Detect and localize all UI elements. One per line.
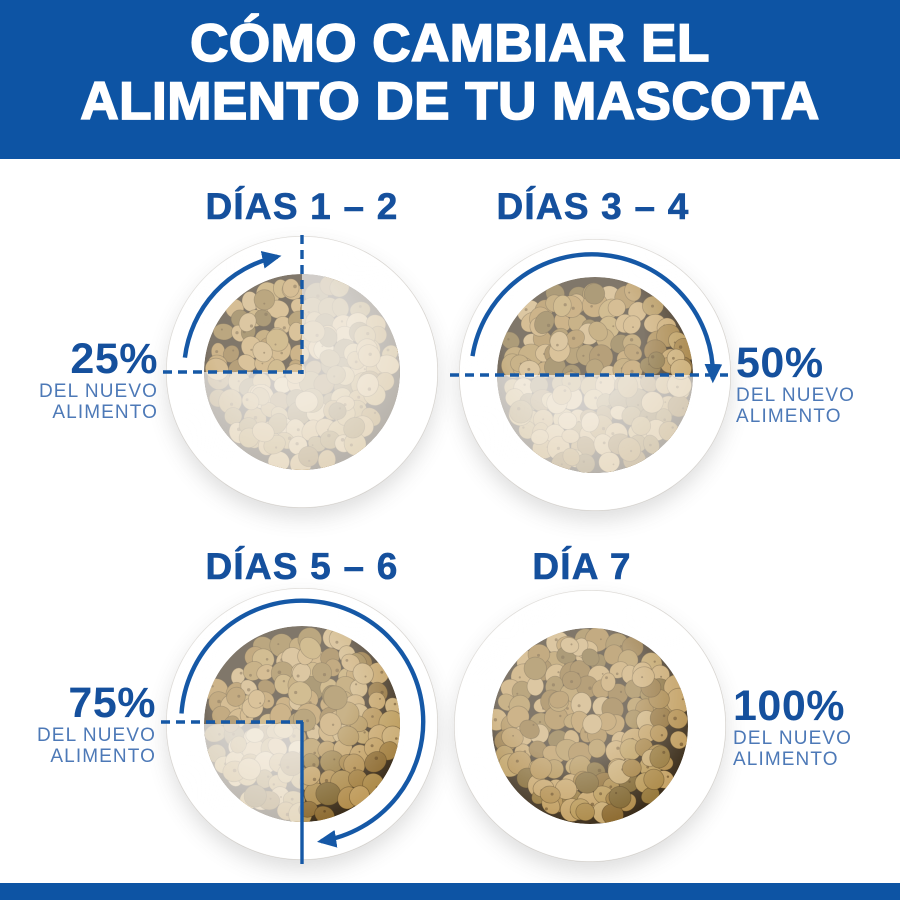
step-3-title: DÍAS 5 – 6 [205,546,399,588]
percent-value: 50% [736,339,824,387]
step-1-title: DÍAS 1 – 2 [205,186,399,228]
caption-line1: DEL NUEVO [736,385,856,406]
step-4-title: DÍA 7 [532,546,632,588]
percent-label-100: 100% DEL NUEVO ALIMENTO [733,684,900,770]
bowl-day-3-4 [459,239,731,511]
bowl-rim [454,590,726,862]
caption-line2: ALIMENTO [50,746,156,767]
header-line1: CÓMO CAMBIAR EL [189,14,710,74]
bowl-rim [459,239,731,511]
caption-line2: ALIMENTO [733,749,839,770]
percent-value: 75% [68,679,156,727]
percent-label-25: 25% DEL NUEVO ALIMENTO [38,337,158,423]
bowl-day-1-2 [166,236,438,508]
header-line2: ALIMENTO DE TU MASCOTA [80,72,820,132]
bowl-day-7 [454,590,726,862]
percent-label-50: 50% DEL NUEVO ALIMENTO [736,341,900,427]
header-band: CÓMO CAMBIAR EL ALIMENTO DE TU MASCOTA [0,0,900,159]
caption-line2: ALIMENTO [736,406,842,427]
percent-value: 25% [70,335,158,383]
caption-line1: DEL NUEVO [38,381,158,402]
caption-line1: DEL NUEVO [36,725,156,746]
footer-band [0,883,900,900]
caption-line2: ALIMENTO [52,402,158,423]
bowl-rim [166,588,438,860]
bowl-day-5-6 [166,588,438,860]
bowl-rim [166,236,438,508]
caption-line1: DEL NUEVO [733,728,853,749]
percent-label-75: 75% DEL NUEVO ALIMENTO [36,681,156,767]
step-2-title: DÍAS 3 – 4 [496,186,690,228]
percent-value: 100% [733,682,845,730]
